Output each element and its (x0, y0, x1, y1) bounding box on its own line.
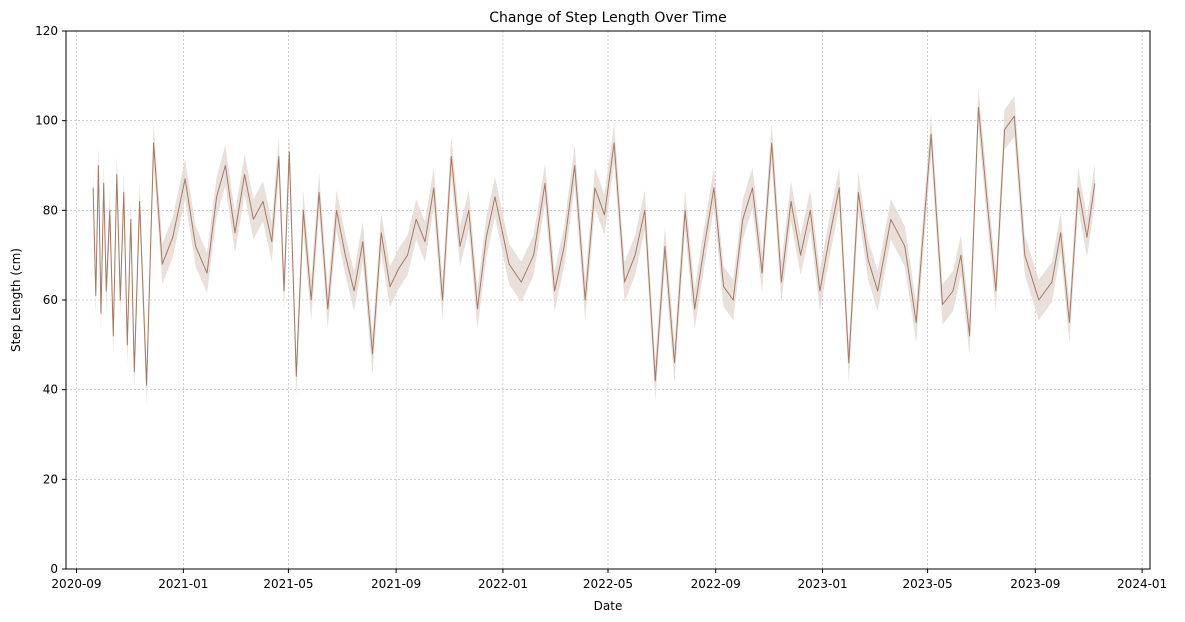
x-tick-label: 2023-05 (903, 577, 953, 591)
x-tick-label: 2021-09 (371, 577, 421, 591)
y-axis-label: Step Length (cm) (9, 248, 23, 352)
x-tick-label: 2022-05 (583, 577, 633, 591)
y-tick-label: 20 (43, 472, 58, 486)
x-tick-label: 2021-01 (158, 577, 208, 591)
y-tick-label: 60 (43, 293, 58, 307)
y-tick-label: 100 (35, 114, 58, 128)
x-axis: 2020-09 2021-01 2021-05 2021-09 2022-01 2022-… (51, 569, 1167, 591)
y-tick-label: 0 (50, 562, 58, 576)
y-tick-label: 80 (43, 203, 58, 217)
x-tick-label: 2022-09 (691, 577, 741, 591)
series-lines (92, 106, 1096, 386)
x-tick-label: 2023-01 (797, 577, 847, 591)
x-tick-label: 2020-09 (51, 577, 101, 591)
y-axis: 0 20 40 60 80 100 120 (35, 24, 66, 576)
y-tick-label: 120 (35, 24, 58, 38)
x-tick-label: 2022-01 (478, 577, 528, 591)
x-axis-label: Date (594, 599, 623, 613)
confidence-band-area (93, 87, 1095, 406)
x-tick-label: 2024-01 (1117, 577, 1167, 591)
y-tick-label: 40 (43, 383, 58, 397)
x-tick-label: 2023-09 (1010, 577, 1060, 591)
grid (66, 30, 1150, 570)
x-tick-label: 2021-05 (263, 577, 313, 591)
series-line (92, 106, 1096, 386)
confidence-band (93, 87, 1095, 406)
chart-title: Change of Step Length Over Time (489, 10, 726, 26)
